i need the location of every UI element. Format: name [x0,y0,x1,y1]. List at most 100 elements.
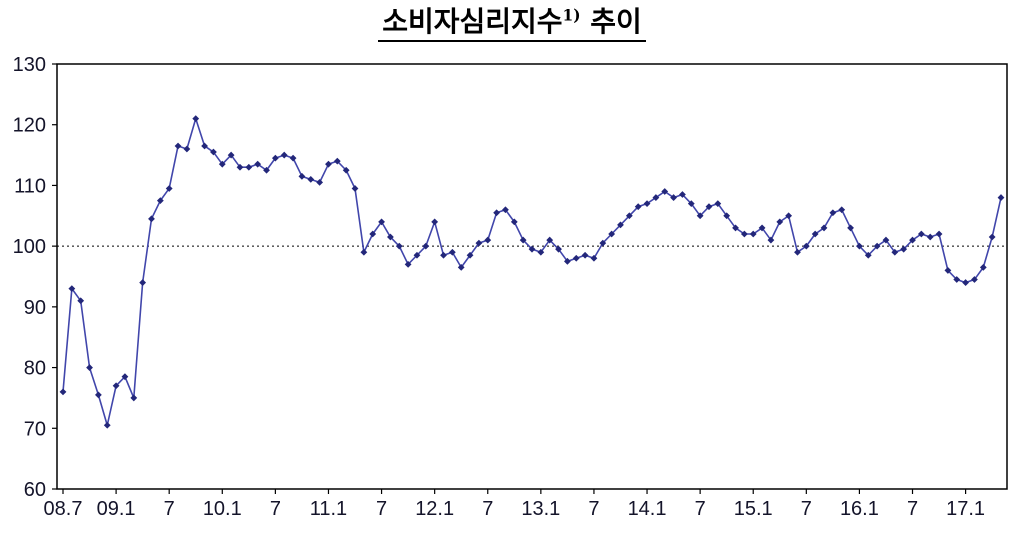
data-point-marker [847,224,854,232]
chart-title-footnote-mark: 1) [562,6,581,25]
x-axis-tick-label: 14.1 [628,498,667,520]
data-point-marker [838,206,846,214]
data-point-marker [316,178,324,186]
data-point-marker [165,185,173,192]
data-point-marker [502,206,509,214]
data-point-marker [192,115,200,123]
data-point-marker [271,154,279,162]
data-point-marker [457,263,465,271]
data-point-marker [537,248,545,256]
x-axis-tick-label: 16.1 [840,498,879,520]
data-point-marker [210,148,217,156]
data-point-marker [661,188,669,195]
data-point-marker [395,242,403,250]
data-point-marker [652,194,660,201]
chart-area: 60 70 80 90 100 110 120 130 08.7 09.1 7 10.1 7 11.1 7 1… [0,48,1024,542]
data-point-marker [811,230,819,238]
line-chart-svg: 60 70 80 90 100 110 120 130 08.7 09.1 7 10.1 7 11.1 7 1… [13,54,1008,520]
data-point-marker [572,254,580,262]
data-point-marker [325,160,332,168]
y-axis-tick-label: 60 [24,479,46,501]
data-point-marker [714,200,722,208]
y-axis-tick-label: 100 [13,236,46,258]
data-point-marker [873,242,881,250]
data-point-marker [519,236,527,244]
data-point-marker [882,236,890,244]
data-point-marker [581,251,589,259]
data-point-marker [563,257,571,265]
data-point-marker [103,421,111,429]
data-point-marker [696,212,704,220]
data-point-marker [307,175,315,183]
data-point-marker [298,172,306,180]
data-point-marker [245,163,253,171]
data-point-marker [174,142,182,150]
data-point-marker [510,218,518,226]
data-point-marker [767,236,775,244]
data-point-marker [440,251,447,259]
data-point-marker [130,394,138,402]
y-axis-tick-label: 130 [13,54,46,76]
data-point-marker [820,224,828,232]
data-point-marker [68,285,76,293]
data-point-marker [599,239,607,247]
x-axis-tick-label: 7 [907,498,918,520]
data-point-marker [802,242,810,250]
data-point-marker [387,233,394,241]
x-axis-tick-label: 7 [482,498,493,520]
data-point-marker [156,197,164,205]
x-axis-tick-label: 13.1 [521,498,560,520]
data-point-marker [740,230,748,238]
data-point-marker [687,200,695,208]
y-axis-tick-label: 80 [24,358,46,380]
chart-title-main: 소비자심리지수 [382,5,563,38]
x-axis-tick-label: 11.1 [310,498,347,520]
y-axis-tick-label: 120 [13,115,46,137]
data-point-marker [997,194,1005,201]
data-point-marker [723,212,731,220]
data-point-marker [280,151,288,159]
x-axis-tick-label: 10.1 [203,498,242,520]
data-point-marker [900,245,908,253]
data-point-marker [86,364,93,371]
data-point-marker [422,242,430,250]
data-point-marker [263,166,270,174]
data-point-marker [971,276,978,283]
data-point-marker [909,236,916,244]
series-line [62,117,1002,427]
data-point-marker [625,212,633,220]
data-point-marker [227,151,235,159]
data-point-marker [962,279,970,286]
chart-title: 소비자심리지수1) 추이 [378,5,646,43]
data-point-marker [528,245,536,253]
data-point-marker [254,160,262,168]
data-point-marker [785,212,793,220]
data-point-marker [201,142,208,150]
data-point-marker [466,251,474,259]
data-point-marker [617,221,624,229]
data-point-marker [484,236,492,244]
data-point-marker [944,267,952,274]
y-axis-tick-label: 70 [24,418,46,440]
data-point-marker [670,194,677,201]
data-point-marker [590,254,598,262]
data-point-marker [333,157,341,165]
data-point-marker [917,230,925,238]
x-axis-tick-label: 7 [588,498,599,520]
y-axis-labels: 60 70 80 90 100 110 120 130 [13,54,57,501]
data-point-marker [856,242,863,250]
data-point-marker [829,209,837,217]
data-point-marker [935,230,943,238]
chart-title-row: 소비자심리지수1) 추이 [0,0,1024,48]
data-point-marker [493,209,501,217]
data-point-marker [360,248,368,256]
y-axis-tick-label: 90 [24,297,46,319]
data-point-marker [679,191,686,198]
data-point-marker [749,230,757,238]
data-point-marker [891,248,899,256]
data-point-marker [378,218,385,226]
data-point-marker [183,145,191,153]
data-point-marker [236,163,244,171]
series-markers [59,115,1005,429]
